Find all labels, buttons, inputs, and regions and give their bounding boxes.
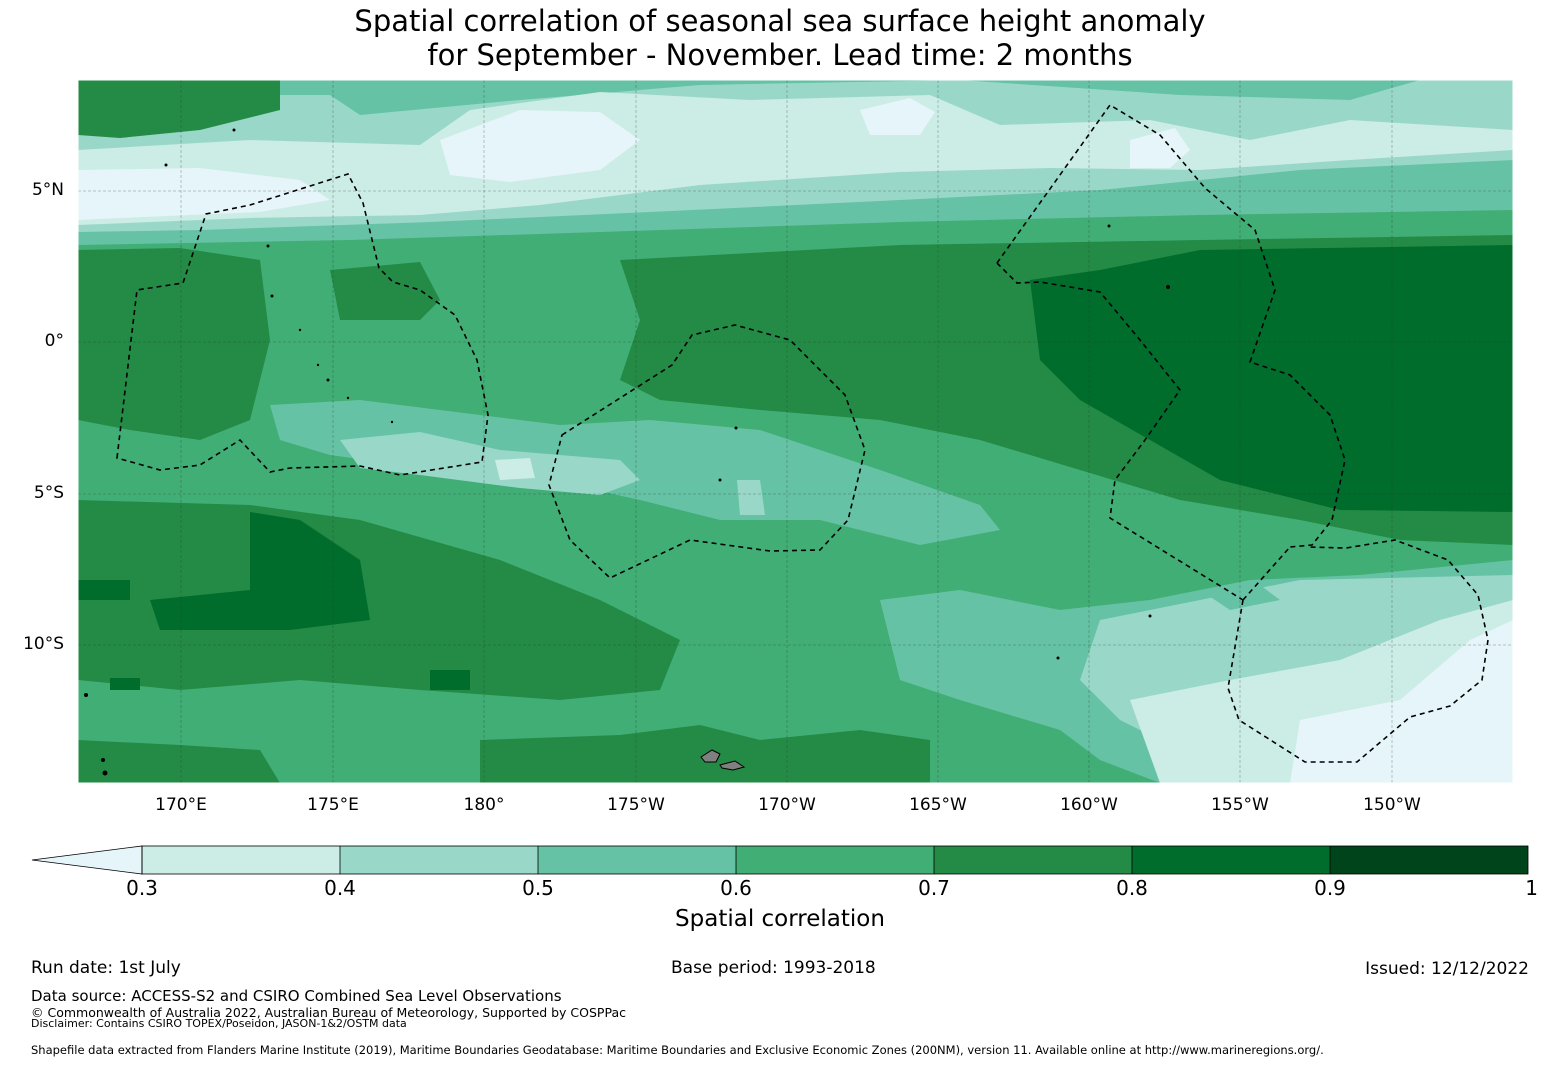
colorbar-tick-1: 1 [1525, 876, 1538, 900]
map-title-line-2: for September - November. Lead time: 2 m… [427, 38, 1133, 72]
base-period: Base period: 1993-2018 [671, 958, 876, 978]
field-band-0.7-0.8 [78, 248, 270, 440]
eez-boundary-tokelau [548, 324, 866, 579]
correlation-field [78, 80, 1513, 783]
field-band-0.3-0.4 [78, 92, 1513, 225]
issued-date: Issued: 12/12/2022 [1365, 959, 1529, 979]
colorbar-tick-0.9: 0.9 [1314, 876, 1346, 900]
colorbar-tick-0.3: 0.3 [126, 876, 158, 900]
colorbar-tick-0.4: 0.4 [324, 876, 356, 900]
eez-boundary-cook-islands [1227, 539, 1489, 763]
colorbar-segment-0.5-0.6 [538, 846, 736, 874]
eez-boundary-phoenix [996, 262, 1244, 601]
correlation-map [77, 79, 1514, 784]
eez-boundary-tuvalu [116, 173, 489, 476]
colorbar-segment-0.3-0.4 [142, 846, 340, 874]
run-date: Run date: 1st July [31, 958, 181, 978]
lon-label-180: 180° [463, 795, 505, 815]
shapefile-credit: Shapefile data extracted from Flanders M… [31, 1043, 1324, 1057]
lon-label-175w: 175°W [607, 795, 665, 815]
land-samoa [700, 749, 746, 771]
lon-label-175e: 175°E [307, 795, 359, 815]
lon-label-170e: 170°E [155, 795, 207, 815]
lon-label-165w: 165°W [909, 795, 967, 815]
lat-label-0: 0° [44, 331, 64, 351]
lat-label-5s: 5°S [33, 483, 64, 503]
data-source: Data source: ACCESS-S2 and CSIRO Combine… [31, 987, 562, 1005]
eez-boundary-line-islands [996, 103, 1346, 548]
colorbar-tick-0.7: 0.7 [918, 876, 950, 900]
colorbar [31, 845, 1529, 875]
lon-label-160w: 160°W [1060, 795, 1118, 815]
lon-label-155w: 155°W [1211, 795, 1269, 815]
colorbar-title: Spatial correlation [675, 906, 885, 932]
lat-label-10s: 10°S [23, 634, 64, 654]
colorbar-segment-0.7-0.8 [934, 846, 1132, 874]
colorbar-tick-0.8: 0.8 [1116, 876, 1148, 900]
colorbar-segment-0.6-0.7 [736, 846, 934, 874]
colorbar-segment-0.4-0.5 [340, 846, 538, 874]
map-frame [77, 79, 1514, 784]
colorbar-tick-0.5: 0.5 [522, 876, 554, 900]
map-title-line-1: Spatial correlation of seasonal sea surf… [354, 4, 1206, 38]
copyright-notice: © Commonwealth of Australia 2022, Austra… [31, 1005, 626, 1020]
colorbar-segment-0.9-1 [1330, 846, 1528, 874]
land-islands [84, 128, 1170, 776]
eez-boundaries [116, 103, 1489, 763]
colorbar-segment-0.8-0.9 [1132, 846, 1330, 874]
field-band-under-0.3 [78, 168, 330, 220]
colorbar-tick-0.6: 0.6 [720, 876, 752, 900]
lon-label-150w: 150°W [1363, 795, 1421, 815]
field-band-0.8-0.9 [1030, 245, 1513, 512]
lon-label-170w: 170°W [758, 795, 816, 815]
lat-label-5n: 5°N [31, 180, 64, 200]
colorbar-extend-arrow [31, 845, 143, 875]
graticule [78, 80, 1513, 783]
disclaimer: Disclaimer: Contains CSIRO TOPEX/Poseido… [31, 1017, 407, 1030]
